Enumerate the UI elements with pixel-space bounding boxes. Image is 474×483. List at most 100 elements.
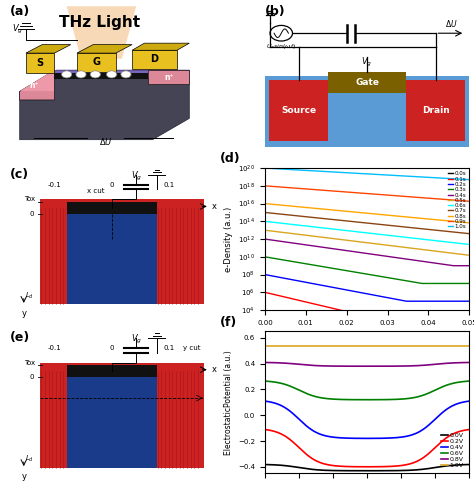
0.7s: [263, 210, 268, 215]
Bar: [67, 208, 156, 304]
0.6V: [355, 397, 360, 403]
0.3s: [263, 254, 268, 260]
Polygon shape: [148, 70, 189, 85]
Line: 0.4V: 0.4V: [265, 401, 469, 439]
0.0s: [388, 334, 393, 340]
0.1s: [388, 316, 393, 322]
0.2s: [387, 295, 393, 301]
Text: G: G: [92, 57, 100, 67]
0.8s: [384, 212, 390, 218]
Text: y: y: [21, 309, 26, 318]
0.5s: [466, 252, 472, 258]
0.0V: [383, 468, 389, 474]
Text: $V_g$: $V_g$: [11, 22, 23, 36]
Text: (f): (f): [220, 315, 237, 328]
Text: $\Delta U$: $\Delta U$: [445, 18, 457, 29]
0.0V: [364, 468, 370, 474]
Text: 0: 0: [109, 345, 114, 352]
0.6s: [262, 218, 268, 224]
Text: 0.1: 0.1: [163, 182, 174, 188]
Bar: [406, 80, 465, 141]
X-axis label: y-axis position (μm): y-axis position (μm): [325, 331, 409, 341]
0.8s: [434, 217, 440, 223]
Polygon shape: [20, 70, 189, 100]
0.8V: [383, 363, 389, 369]
0.2s: [384, 295, 390, 300]
0.6V: [383, 397, 389, 402]
Text: Tox: Tox: [24, 196, 36, 202]
Line: 0.2s: 0.2s: [265, 274, 469, 301]
0.8s: [263, 201, 268, 207]
0.2s: [383, 295, 389, 300]
Text: Drain: Drain: [422, 106, 449, 115]
0.7s: [262, 210, 268, 215]
Polygon shape: [67, 6, 136, 59]
1.0V: [416, 342, 421, 348]
0.6V: [466, 378, 472, 384]
0.8V: [364, 363, 370, 369]
0.8s: [387, 213, 393, 218]
Bar: [265, 76, 469, 147]
Bar: [67, 371, 156, 468]
Circle shape: [90, 71, 100, 78]
1.0s: [262, 165, 268, 171]
0.1s: [375, 316, 381, 322]
0.4V: [364, 436, 370, 441]
0.9s: [466, 199, 472, 204]
Y-axis label: ElectrostaticPotential (a.u.): ElectrostaticPotential (a.u.): [224, 350, 233, 455]
0.2s: [466, 298, 472, 304]
0.0V: [466, 462, 472, 468]
Text: (d): (d): [220, 152, 241, 165]
0.8s: [383, 212, 389, 218]
0.2V: [364, 464, 370, 469]
0.0s: [319, 334, 325, 340]
0.8s: [447, 218, 453, 224]
Bar: [67, 366, 156, 377]
Text: (e): (e): [9, 331, 30, 344]
0.3s: [262, 254, 268, 260]
0.3s: [448, 281, 454, 286]
0.6V: [315, 394, 320, 400]
Line: 0.8s: 0.8s: [265, 204, 469, 223]
Polygon shape: [26, 44, 71, 53]
Text: x: x: [212, 202, 217, 211]
0.2V: [315, 458, 320, 464]
Text: y: y: [21, 472, 26, 481]
1.0V: [355, 342, 360, 348]
Text: -0.1: -0.1: [47, 345, 61, 352]
0.4V: [466, 398, 472, 404]
0.8V: [315, 363, 320, 369]
0.8s: [262, 201, 268, 207]
0.5s: [262, 227, 268, 233]
Text: (b): (b): [265, 5, 285, 18]
0.5s: [384, 242, 390, 248]
Line: 0.0V: 0.0V: [265, 465, 469, 471]
Bar: [328, 71, 406, 93]
Circle shape: [62, 71, 72, 78]
0.0V: [315, 467, 320, 473]
Line: 0.6s: 0.6s: [265, 221, 469, 244]
Text: 0: 0: [29, 211, 34, 216]
Line: 0.7s: 0.7s: [265, 213, 469, 234]
0.2V: [298, 447, 304, 453]
0.4s: [383, 253, 389, 259]
0.4s: [466, 263, 472, 269]
Legend: 0.0V, 0.2V, 0.4V, 0.6V, 0.8V, 1.0V: 0.0V, 0.2V, 0.4V, 0.6V, 0.8V, 1.0V: [439, 430, 466, 470]
0.4V: [416, 429, 422, 435]
0.5s: [263, 227, 268, 233]
Text: $V_g$: $V_g$: [362, 56, 373, 69]
Polygon shape: [77, 53, 116, 71]
0.5s: [434, 248, 440, 254]
0.4s: [263, 236, 268, 242]
0.2V: [262, 426, 268, 432]
Text: $V_g$: $V_g$: [130, 170, 142, 183]
0.3s: [384, 274, 390, 280]
Polygon shape: [20, 79, 189, 140]
0.8V: [298, 362, 304, 368]
0.9s: [387, 192, 393, 198]
0.2s: [435, 298, 441, 304]
0.9s: [262, 183, 268, 189]
0.3s: [387, 275, 393, 281]
Text: 0: 0: [109, 182, 114, 188]
0.4s: [434, 260, 440, 266]
